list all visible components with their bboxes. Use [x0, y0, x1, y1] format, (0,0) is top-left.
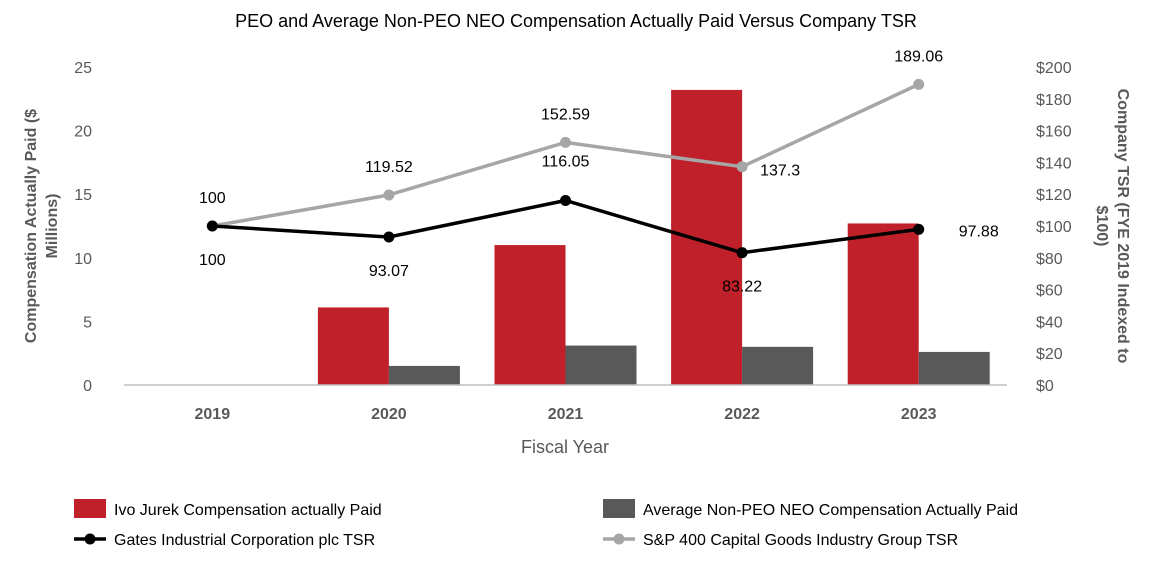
label-sp400-2019: 100: [199, 190, 226, 207]
y2-tick-label: $160: [1036, 124, 1072, 141]
point-gates-2023: [913, 223, 925, 235]
bar-peo-2021: [494, 245, 566, 385]
y-tick-label: 10: [74, 251, 92, 268]
bar-peo-2022: [671, 89, 743, 386]
legend-label-neo-comp: Average Non-PEO NEO Compensation Actuall…: [643, 502, 1018, 519]
point-gates-2022: [736, 247, 748, 259]
label-gates-2020: 93.07: [369, 263, 409, 280]
x-tick-label: 2019: [195, 406, 231, 423]
y2-tick-label: $40: [1036, 314, 1063, 331]
plot-area: 0 5 10 15 20 25 $0 $20 $40 $60 $80 $100 $120 $140 $160…: [23, 48, 1131, 423]
x-tick-label: 2023: [901, 406, 937, 423]
y2-tick-label: $180: [1036, 92, 1072, 109]
point-sp400-2022: [736, 161, 748, 173]
legend-label-gates-tsr: Gates Industrial Corporation plc TSR: [114, 532, 375, 549]
point-gates-2020: [383, 231, 395, 243]
point-sp400-2020: [383, 189, 395, 201]
x-axis-title: Fiscal Year: [521, 437, 609, 457]
label-sp400-2023: 189.06: [894, 48, 943, 65]
legend-swatch-neo-comp: [603, 499, 635, 518]
point-gates-2021: [560, 194, 571, 206]
bar-neo-2022: [742, 346, 814, 385]
y-tick-label: 20: [74, 124, 92, 141]
legend-label-peo-comp: Ivo Jurek Compensation actually Paid: [114, 502, 382, 519]
point-gates-2019: [206, 220, 218, 232]
legend: Ivo Jurek Compensation actually Paid Aver…: [74, 499, 1018, 549]
label-gates-2022: 83.22: [722, 279, 762, 296]
legend-marker-sp400-tsr: [613, 533, 625, 545]
y2-tick-label: $100: [1036, 219, 1072, 236]
point-sp400-2021: [560, 136, 571, 148]
point-sp400-2023: [913, 78, 925, 90]
label-sp400-2021: 152.59: [541, 106, 590, 123]
x-tick-label: 2020: [371, 406, 407, 423]
y2-axis-title: Company TSR (FYE 2019 Indexed to$100): [1093, 89, 1131, 364]
label-gates-2023: 97.88: [959, 223, 999, 240]
label-sp400-2022: 137.3: [760, 163, 800, 180]
y-tick-label: 15: [74, 187, 92, 204]
y-axis-title: Compensation Actually Paid ($ Millions): [23, 109, 61, 343]
x-tick-label: 2022: [724, 406, 760, 423]
chart-title: PEO and Average Non-PEO NEO Compensation…: [235, 11, 917, 31]
x-tick-label: 2021: [548, 406, 584, 423]
bar-neo-2023: [918, 351, 990, 385]
bar-neo-2020: [388, 365, 460, 385]
y2-tick-label: $140: [1036, 155, 1072, 172]
y-tick-label: 5: [83, 314, 92, 331]
y-tick-label: 0: [83, 378, 92, 395]
legend-label-sp400-tsr: S&P 400 Capital Goods Industry Group TSR: [643, 532, 958, 549]
y2-tick-label: $60: [1036, 283, 1063, 300]
y2-tick-label: $20: [1036, 346, 1063, 363]
label-gates-2019: 100: [199, 252, 226, 269]
y2-tick-label: $80: [1036, 251, 1063, 268]
y2-tick-label: $0: [1036, 378, 1054, 395]
legend-marker-gates-tsr: [84, 533, 96, 545]
legend-swatch-peo-comp: [74, 499, 106, 518]
y-tick-label: 25: [74, 60, 92, 77]
label-sp400-2020: 119.52: [365, 159, 413, 176]
y2-tick-label: $200: [1036, 60, 1072, 77]
y2-tick-label: $120: [1036, 187, 1072, 204]
bar-peo-2020: [317, 307, 389, 385]
label-gates-2021: 116.05: [542, 153, 590, 170]
bar-peo-2023: [847, 223, 919, 385]
bar-neo-2021: [565, 345, 637, 385]
